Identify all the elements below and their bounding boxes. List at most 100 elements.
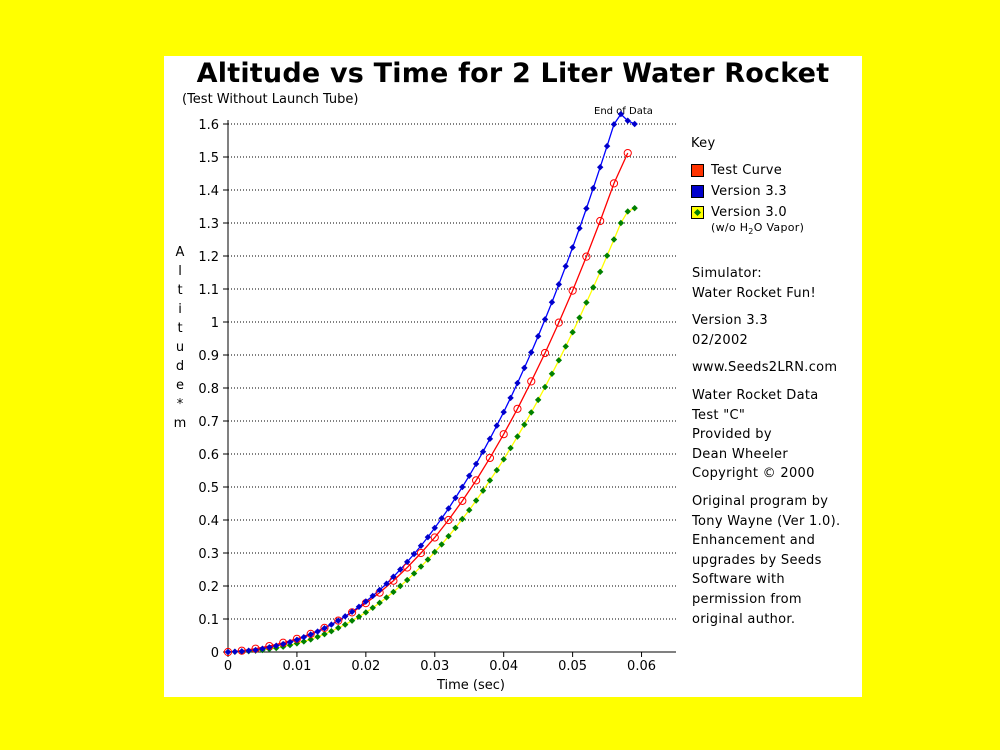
legend-title: Key [691, 136, 716, 151]
data-point-version-3-0 [624, 208, 631, 215]
data-point-test-curve [527, 377, 536, 386]
legend-item-version-3-3: Version 3.3 [691, 181, 861, 202]
data-point-version-3-0 [631, 204, 638, 212]
data-point-version-3-3 [486, 435, 494, 443]
y-tick-label: 0.5 [198, 481, 219, 496]
data-point-version-3-3 [293, 636, 301, 643]
data-point-version-3-3 [362, 598, 370, 605]
data-point-test-curve [596, 216, 605, 226]
y-tick-label: 0.2 [198, 580, 219, 595]
data-point-version-3-0 [376, 599, 383, 607]
data-point-version-3-0 [293, 640, 301, 647]
end-of-data-annotation: End of Data [594, 106, 653, 117]
data-point-test-curve [485, 453, 495, 463]
chart-panel: Altitude vs Time for 2 Liter Water Rocke… [164, 56, 862, 697]
y-tick-label: 0.7 [198, 415, 219, 430]
data-point-version-3-0 [300, 638, 308, 645]
data-point-test-curve [223, 647, 233, 657]
simulator-info: Simulator: Water Rocket Fun! [692, 266, 816, 301]
data-point-version-3-3 [459, 483, 466, 491]
legend: Key Test Curve Version 3.3 Version 3.0 (… [691, 136, 861, 236]
data-point-version-3-3 [417, 542, 425, 549]
data-info: Water Rocket Data Test "C" Provided by D… [692, 387, 819, 482]
data-point-version-3-3 [259, 645, 266, 652]
data-point-version-3-0 [397, 582, 404, 590]
data-point-version-3-0 [362, 609, 370, 616]
data-point-version-3-3 [603, 142, 611, 150]
data-point-version-3-3 [576, 225, 583, 232]
y-tick-label: 0.6 [198, 448, 219, 463]
data-point-version-3-3 [472, 460, 480, 468]
data-point-version-3-3 [307, 631, 314, 638]
data-point-version-3-0 [383, 594, 390, 601]
data-point-version-3-3 [528, 349, 535, 356]
data-point-version-3-0 [590, 284, 597, 291]
x-tick-label: 0.04 [489, 659, 518, 674]
data-point-version-3-3 [507, 394, 514, 402]
data-point-version-3-3 [562, 263, 569, 270]
y-tick-label: 1.6 [198, 118, 219, 133]
data-point-version-3-3 [231, 648, 239, 655]
legend-item-version-3-0: Version 3.0 [691, 202, 861, 223]
data-point-version-3-3 [286, 638, 294, 646]
data-point-test-curve [568, 286, 577, 295]
data-point-version-3-3 [252, 646, 259, 654]
legend-swatch-version-3-0 [691, 206, 704, 219]
data-point-version-3-3 [224, 648, 232, 656]
series-line-version-3-0 [227, 207, 635, 653]
legend-label-version-3-0: Version 3.0 [711, 205, 787, 220]
data-point-version-3-3 [397, 566, 404, 573]
data-point-version-3-3 [548, 299, 556, 306]
version-info: Version 3.3 02/2002 [692, 313, 768, 348]
data-point-version-3-0 [410, 570, 418, 577]
credits-info: Original program by Tony Wayne (Ver 1.0)… [692, 493, 841, 627]
data-point-test-curve [472, 476, 481, 485]
y-tick-label: 1.4 [198, 184, 219, 199]
data-point-version-3-0 [541, 383, 549, 391]
plot-area: 0 0.1 0.2 0.3 0.4 0.5 0.6 0.7 0.8 0.9 1 1.1 1.2 1.3 1.… [198, 110, 676, 674]
data-point-version-3-0 [431, 548, 438, 556]
data-point-test-curve [582, 252, 591, 261]
data-point-version-3-0 [341, 621, 349, 628]
x-tick-label: 0.06 [627, 659, 656, 674]
data-point-version-3-0 [321, 630, 328, 638]
data-point-version-3-3 [328, 621, 335, 628]
data-point-version-3-0 [417, 563, 425, 570]
data-point-version-3-3 [452, 494, 459, 502]
y-tick-label: 0 [211, 646, 219, 661]
data-point-version-3-0 [307, 636, 314, 643]
data-point-version-3-3 [438, 515, 445, 522]
y-tick-label: 0.3 [198, 547, 219, 562]
y-tick-label: 1.5 [198, 151, 219, 166]
data-point-test-curve [320, 623, 329, 633]
data-point-version-3-3 [355, 603, 363, 610]
data-point-version-3-0 [479, 487, 487, 494]
data-point-version-3-0 [583, 299, 590, 306]
data-point-version-3-3 [466, 472, 473, 479]
data-point-version-3-0 [466, 506, 473, 514]
data-point-test-curve [416, 548, 426, 558]
x-tick-label: 0.05 [558, 659, 587, 674]
data-point-version-3-3 [341, 613, 349, 620]
data-point-version-3-3 [610, 121, 618, 128]
diamond-marker-icon [693, 208, 702, 217]
data-point-version-3-0 [404, 576, 411, 584]
data-point-test-curve [513, 404, 522, 413]
data-point-version-3-0 [328, 628, 335, 635]
data-point-version-3-3 [321, 625, 328, 632]
data-point-version-3-0 [610, 236, 618, 243]
data-point-version-3-3 [348, 608, 356, 615]
data-point-test-curve [554, 318, 563, 327]
data-point-version-3-0 [576, 314, 583, 321]
data-point-test-curve [623, 148, 632, 158]
data-point-test-curve [458, 496, 467, 505]
data-point-version-3-3 [479, 448, 487, 455]
data-point-version-3-0 [562, 343, 569, 350]
data-point-version-3-3 [410, 550, 418, 558]
data-point-version-3-0 [459, 515, 466, 523]
data-point-version-3-3 [390, 573, 397, 580]
data-point-version-3-0 [521, 421, 528, 428]
legend-swatch-version-3-3 [691, 185, 704, 198]
data-point-version-3-3 [300, 633, 308, 641]
data-point-version-3-0 [603, 252, 611, 259]
